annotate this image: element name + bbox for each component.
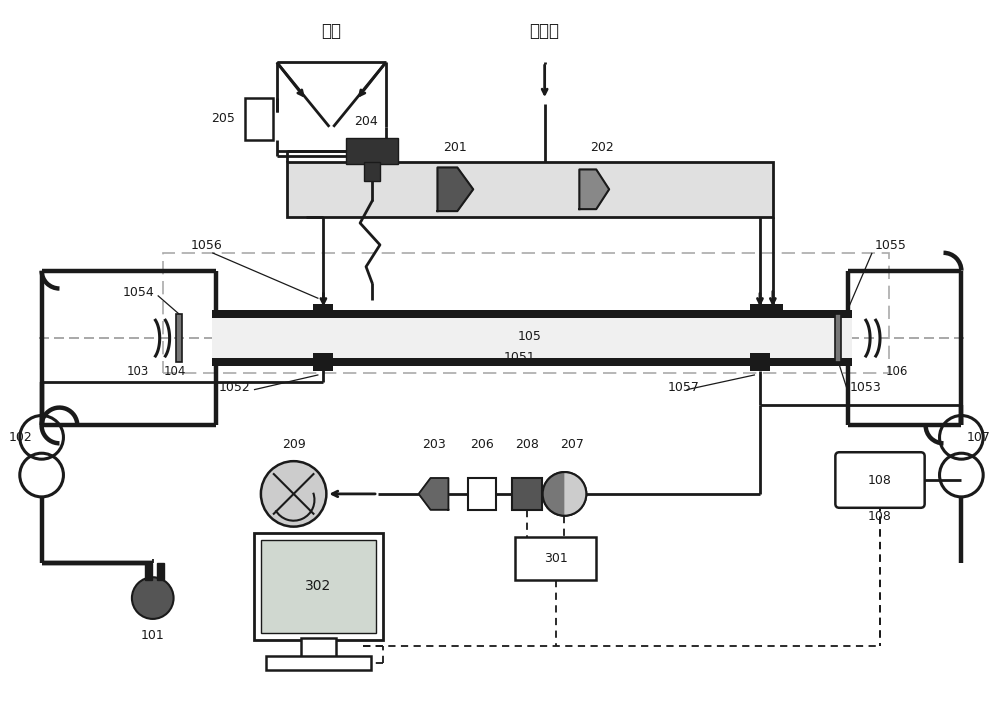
Polygon shape [419,478,448,510]
Wedge shape [543,472,564,515]
Bar [245,98,273,140]
Text: 106: 106 [886,366,908,378]
Text: 104: 104 [163,366,186,378]
Bar [512,478,542,510]
Text: 1056: 1056 [190,239,222,252]
Polygon shape [437,168,473,211]
Text: 样气: 样气 [321,21,341,40]
Text: 保护气: 保护气 [530,21,560,40]
Text: 1055: 1055 [875,239,907,252]
Text: 102: 102 [9,431,33,444]
Text: 1053: 1053 [849,381,881,394]
Text: 209: 209 [282,438,306,451]
Bar [212,310,852,318]
Circle shape [543,472,586,515]
Bar [176,315,182,362]
Bar [763,305,783,318]
Text: 206: 206 [470,438,494,451]
Bar [750,305,770,318]
Text: 302: 302 [305,579,332,593]
Polygon shape [579,170,609,209]
Bar [301,638,336,657]
Text: 1057: 1057 [668,381,699,394]
FancyBboxPatch shape [835,452,925,508]
Text: 202: 202 [590,141,614,154]
Bar [261,540,376,633]
Bar [346,138,398,163]
Text: 1054: 1054 [123,286,155,299]
Circle shape [132,577,174,619]
Bar [212,358,852,366]
Text: 103: 103 [127,366,149,378]
Circle shape [261,462,326,527]
Bar [364,162,380,181]
Text: 108: 108 [868,510,892,523]
Bar [313,305,333,318]
Wedge shape [564,472,586,515]
Bar [163,253,889,373]
Bar [287,162,773,217]
Text: 101: 101 [141,629,165,643]
Bar [266,655,371,670]
FancyBboxPatch shape [515,537,596,580]
Bar [145,563,152,580]
Text: 207: 207 [560,438,584,451]
Text: 301: 301 [544,552,567,565]
Bar [254,532,383,640]
Bar [212,318,852,358]
Text: 203: 203 [422,438,445,451]
Bar [750,353,770,371]
Text: 108: 108 [868,474,892,486]
Text: 107: 107 [966,431,990,444]
Text: 205: 205 [211,112,235,126]
Text: 208: 208 [515,438,539,451]
Bar [157,563,164,580]
Text: 1052: 1052 [218,381,250,394]
Text: 201: 201 [443,141,467,154]
Text: 1051: 1051 [504,351,536,364]
Bar [468,478,496,510]
Text: 105: 105 [518,329,542,343]
Bar [835,315,841,362]
Bar [313,353,333,371]
Text: 204: 204 [354,115,378,129]
